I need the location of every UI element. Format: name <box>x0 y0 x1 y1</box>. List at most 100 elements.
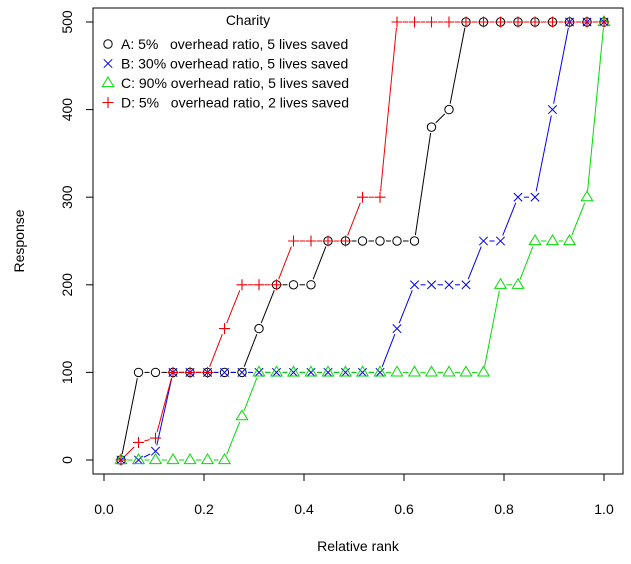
y-tick-label: 200 <box>59 273 75 297</box>
data-point <box>183 453 197 465</box>
data-point <box>202 366 213 378</box>
data-point <box>219 323 230 335</box>
series-segment <box>243 377 258 411</box>
series-segment <box>398 290 413 324</box>
series-segment <box>312 246 327 280</box>
data-point <box>409 236 420 246</box>
data-point <box>493 277 508 289</box>
data-point <box>478 16 489 28</box>
data-point <box>580 190 594 202</box>
series-layer <box>114 15 611 466</box>
data-point <box>461 280 471 290</box>
data-point <box>460 16 472 28</box>
y-axis-label: Response <box>11 209 27 272</box>
x-tick-label: 0.2 <box>194 501 214 517</box>
series-d <box>115 16 610 466</box>
data-point <box>150 446 161 456</box>
legend-marker <box>101 76 115 88</box>
data-point <box>374 191 386 203</box>
data-point <box>288 280 299 290</box>
data-point <box>288 367 299 377</box>
series-segment <box>209 334 223 367</box>
data-point <box>306 280 316 290</box>
x-tick-label: 0.4 <box>294 501 314 517</box>
data-point <box>254 367 264 377</box>
data-point <box>564 16 575 28</box>
data-point <box>392 236 402 246</box>
data-point <box>236 279 248 291</box>
data-point <box>511 277 525 289</box>
legend-item: C: 90% overhead ratio, 5 lives saved <box>101 75 349 91</box>
data-point <box>444 280 454 290</box>
data-point <box>200 453 215 465</box>
series-segment <box>449 27 466 104</box>
legend-marker <box>103 39 113 49</box>
series-segment <box>124 446 135 457</box>
x-tick-label: 0.0 <box>94 501 114 517</box>
legend-label: C: 90% overhead ratio, 5 lives saved <box>121 75 349 91</box>
data-point <box>355 365 370 377</box>
data-point <box>271 279 282 291</box>
data-point <box>357 191 368 203</box>
data-point <box>253 279 265 291</box>
legend-label: A: 5% overhead ratio, 5 lives saved <box>121 36 348 52</box>
data-point <box>321 365 335 377</box>
data-point <box>392 324 402 334</box>
data-point <box>478 236 489 246</box>
y-tick-label: 400 <box>59 98 75 122</box>
series-segment <box>260 290 275 324</box>
data-point <box>528 234 542 246</box>
series-segment <box>243 334 258 367</box>
data-point <box>269 365 284 377</box>
legend-title: Charity <box>226 12 270 28</box>
y-axis: 0 100 200 300 400 500 <box>59 10 94 464</box>
data-point <box>562 234 577 246</box>
data-point <box>459 365 473 377</box>
series-segment <box>380 27 397 192</box>
series-segment <box>484 290 500 367</box>
data-point <box>390 365 404 377</box>
data-point <box>547 16 558 28</box>
data-point <box>133 455 144 465</box>
data-point <box>252 365 266 377</box>
legend-marker <box>102 97 114 108</box>
data-point <box>237 367 247 377</box>
data-point <box>409 280 420 290</box>
data-point <box>375 236 385 246</box>
data-point <box>167 366 179 378</box>
data-point <box>306 367 316 377</box>
data-point <box>357 367 368 377</box>
data-point <box>375 367 385 377</box>
series-segment <box>502 202 517 236</box>
data-point <box>133 367 144 378</box>
data-point <box>340 367 351 377</box>
data-point <box>271 367 282 377</box>
series-segment <box>519 246 534 280</box>
series-segment <box>156 378 173 446</box>
data-point <box>373 365 387 377</box>
series-segment <box>535 115 552 192</box>
series-segment <box>347 202 361 236</box>
series-segment <box>144 439 150 442</box>
data-point <box>444 104 454 115</box>
series-segment <box>587 27 604 192</box>
data-point <box>237 367 247 378</box>
x-tick-label: 1.0 <box>594 501 614 517</box>
data-point <box>286 365 301 377</box>
series-segment <box>121 378 138 455</box>
legend-item: B: 30% overhead ratio, 5 lives saved <box>103 56 348 72</box>
legend-item: D: 5% overhead ratio, 2 lives saved <box>102 95 349 111</box>
y-tick-label: 300 <box>59 185 75 209</box>
data-point <box>495 236 506 246</box>
x-axis-label: Relative rank <box>317 538 400 554</box>
data-point <box>305 235 317 247</box>
y-tick-label: 100 <box>59 361 75 385</box>
data-point <box>219 367 230 378</box>
data-point <box>391 16 403 28</box>
x-axis: 0.0 0.2 0.4 0.6 0.8 1.0 <box>94 473 614 517</box>
data-point <box>338 365 353 377</box>
data-point <box>288 235 299 247</box>
data-point <box>217 453 232 465</box>
data-point <box>529 16 541 28</box>
